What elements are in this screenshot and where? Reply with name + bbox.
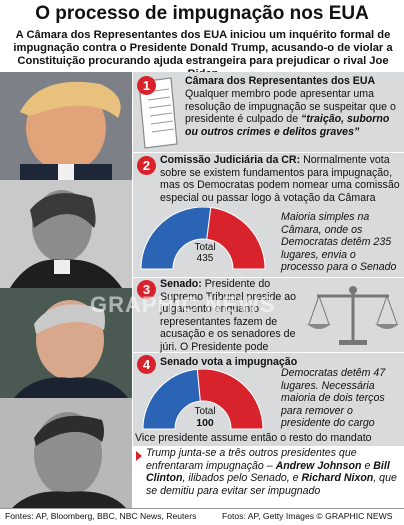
step-number-badge: 3 xyxy=(137,280,156,299)
note-text: , que se demitiu para evitar ser impugna… xyxy=(146,472,397,497)
photo-trump xyxy=(0,72,132,180)
step-number-badge: 2 xyxy=(137,156,156,175)
portrait-nixon-image xyxy=(0,398,132,508)
step-heading: Comissão Judiciária da CR: xyxy=(160,154,301,166)
note-name: Bill Clinton xyxy=(146,459,390,485)
step-after-text: Vice presidente assume então o resto do … xyxy=(135,432,372,444)
scroll-document-icon xyxy=(138,77,178,149)
footer-divider xyxy=(0,508,404,509)
step-number-badge: 4 xyxy=(137,355,156,374)
step-heading: Senado: xyxy=(160,278,202,290)
democrat-seats-segment xyxy=(140,207,212,270)
step-2-panel: 2 Comissão Judiciária da CR: Normalmente… xyxy=(133,153,404,277)
portrait-clinton-image xyxy=(0,288,132,398)
step-heading: Câmara dos Representantes dos EUA xyxy=(185,75,376,87)
note-name: Richard Nixon xyxy=(301,472,374,485)
house-seats-chart xyxy=(140,207,266,270)
note-text: , ilibados pelo Senado, e xyxy=(182,472,302,485)
total-value: 100 xyxy=(196,417,214,429)
watermark-text: GRAPHIC NEWS xyxy=(90,292,276,317)
step-1-panel: 1 Câmara dos Representantes dos EUA Qual… xyxy=(133,72,404,152)
step-text-main: Normalmente vota sobre se existem fundam… xyxy=(160,154,400,204)
total-label: Total xyxy=(194,242,216,253)
step-heading: Senado vota a impugnação xyxy=(160,356,298,368)
photo-nixon xyxy=(0,398,132,508)
portrait-trump-image xyxy=(0,72,132,180)
source-text: Fontes: AP, Bloomberg, BBC, NBC News, Re… xyxy=(5,511,197,521)
portrait-johnson-image xyxy=(0,180,132,288)
presidents-note: Trump junta-se a três outros presidentes… xyxy=(146,447,402,497)
step-4-panel: 4 Senado vota a impugnação Total 100 Dem… xyxy=(133,353,404,446)
note-arrow-icon xyxy=(136,451,142,461)
chart-note: Democratas detêm 47 lugares. Necessária … xyxy=(281,367,386,430)
credit-text: Fotos: AP, Getty Images © GRAPHIC NEWS xyxy=(222,511,393,521)
other-seats-segment xyxy=(196,369,264,430)
note-text: e xyxy=(361,459,374,472)
step-text-emphasis: “traição, suborno ou outros crimes e del… xyxy=(185,113,390,138)
step-text-main: Qualquer membro pode apresentar uma reso… xyxy=(185,88,396,126)
total-label: Total xyxy=(194,406,216,417)
step-text: Qualquer membro pode apresentar uma reso… xyxy=(185,88,401,138)
total-value: 435 xyxy=(196,253,214,264)
note-text: Trump junta-se a três outros presidentes… xyxy=(146,447,357,472)
photo-johnson xyxy=(0,180,132,288)
step-text: Comissão Judiciária da CR: Normalmente v… xyxy=(160,154,400,204)
other-seats-segment xyxy=(206,207,266,270)
page-title: O processo de impugnação nos EUA xyxy=(35,3,369,24)
step-number-badge: 1 xyxy=(137,76,156,95)
scales-of-justice-icon xyxy=(307,286,399,345)
photo-clinton xyxy=(0,288,132,398)
note-name: Andrew Johnson xyxy=(275,459,362,472)
chart-note: Maioria simples na Câmara, onde os Democ… xyxy=(281,211,397,274)
senate-seats-chart xyxy=(142,369,264,430)
